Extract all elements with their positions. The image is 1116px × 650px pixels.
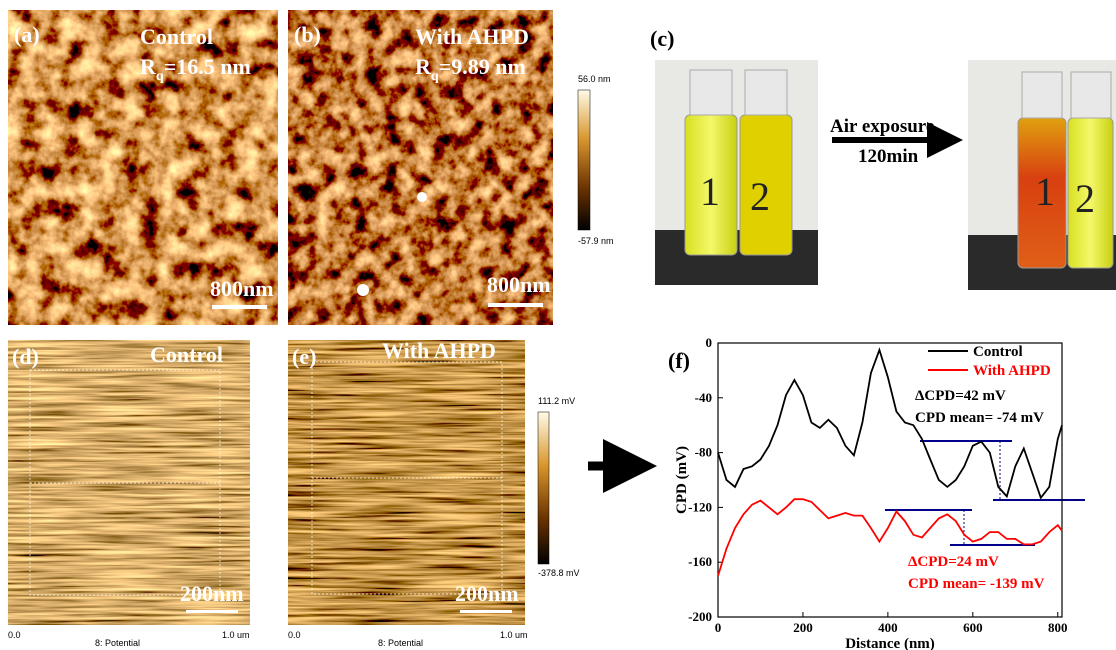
panel-label: (d) bbox=[12, 344, 39, 369]
panel-a: (a) Control Rq=16.5 nm 800nm bbox=[8, 10, 278, 325]
roughness-symbol: R bbox=[415, 54, 432, 79]
roughness-value: =9.89 nm bbox=[439, 54, 526, 79]
panel-label: (a) bbox=[14, 22, 40, 47]
y-tick-label: -40 bbox=[695, 390, 712, 405]
panel-title: Control bbox=[140, 24, 213, 49]
data-line bbox=[717, 347, 1063, 500]
scale-bar bbox=[460, 610, 512, 613]
footer: 1.0 um bbox=[222, 630, 250, 640]
plot-frame bbox=[717, 342, 1063, 618]
panel-label: (f) bbox=[668, 348, 690, 373]
colorbar-max: 111.2 mV bbox=[538, 396, 575, 406]
footer: 8: Potential bbox=[378, 638, 423, 648]
x-axis-label: Distance (nm) bbox=[845, 636, 935, 650]
scale-bar bbox=[186, 610, 238, 613]
annotation: CPD mean= -139 mV bbox=[908, 576, 1045, 592]
footer: 1.0 um bbox=[500, 630, 528, 640]
y-tick-label: -200 bbox=[688, 609, 712, 624]
roughness: Rq=9.89 nm bbox=[415, 54, 526, 84]
x-tick-label: 200 bbox=[793, 620, 813, 635]
roughness-value: =16.5 nm bbox=[164, 54, 251, 79]
panel-label: (e) bbox=[292, 344, 316, 369]
panel-b: (b) With AHPD Rq=9.89 nm 800nm bbox=[288, 10, 553, 325]
colorbar-min: -378.8 mV bbox=[538, 568, 580, 578]
kpfm-image bbox=[288, 340, 525, 625]
data-line bbox=[717, 498, 1063, 577]
panel-title: Control bbox=[150, 342, 223, 367]
scale-bar bbox=[488, 303, 543, 307]
y-tick-label: -80 bbox=[695, 445, 712, 460]
roughness-subscript: q bbox=[431, 69, 439, 84]
roughness: Rq=16.5 nm bbox=[140, 54, 251, 84]
y-tick-label: 0 bbox=[706, 335, 713, 350]
colorbar-max: 56.0 nm bbox=[578, 74, 611, 84]
kpfm-image bbox=[8, 340, 250, 625]
svg-text:1: 1 bbox=[700, 169, 720, 214]
chart: (f) Distance (nm) CPD (mV) -200 -160 -120 -… bbox=[668, 335, 1085, 650]
footer: 0.0 bbox=[8, 630, 21, 640]
scale-bar-label: 200nm bbox=[455, 581, 519, 606]
afm-image bbox=[288, 10, 553, 325]
panel-title: With AHPD bbox=[382, 338, 496, 363]
footer: 8: Potential bbox=[95, 638, 140, 648]
panel-label: (c) bbox=[650, 26, 674, 51]
svg-text:1: 1 bbox=[1035, 169, 1055, 214]
x-tick-label: 400 bbox=[878, 620, 898, 635]
potential-colorbar: 111.2 mV -378.8 mV bbox=[537, 396, 580, 578]
roughness-symbol: R bbox=[140, 54, 157, 79]
svg-text:2: 2 bbox=[750, 174, 770, 219]
y-axis-label: CPD (mV) bbox=[674, 446, 690, 514]
legend-label: With AHPD bbox=[973, 363, 1051, 379]
panel-title: With AHPD bbox=[415, 24, 529, 49]
scale-bar-label: 800nm bbox=[210, 276, 274, 301]
panel-label: (b) bbox=[294, 22, 321, 47]
height-colorbar: 56.0 nm -57.9 nm bbox=[577, 74, 614, 246]
x-tick-label: 800 bbox=[1048, 620, 1068, 635]
scale-bar-label: 800nm bbox=[487, 272, 551, 297]
y-tick-label: -120 bbox=[688, 499, 712, 514]
panel-e: (e) With AHPD 200nm 0.0 8: Potential 1.0… bbox=[288, 338, 528, 648]
x-tick-label: 600 bbox=[963, 620, 983, 635]
footer: 0.0 bbox=[288, 630, 301, 640]
roughness-subscript: q bbox=[156, 69, 164, 84]
colorbar-min: -57.9 nm bbox=[578, 236, 614, 246]
annotation: ΔCPD=24 mV bbox=[908, 554, 999, 570]
annotation: ΔCPD=42 mV bbox=[915, 388, 1006, 404]
annotation: CPD mean= -74 mV bbox=[915, 410, 1044, 426]
svg-text:2: 2 bbox=[1075, 176, 1095, 221]
legend-label: Control bbox=[973, 344, 1023, 360]
y-tick-label: -160 bbox=[688, 554, 712, 569]
panel-d: (d) Control 200nm 0.0 8: Potential 1.0 u… bbox=[8, 340, 250, 648]
scale-bar-label: 200nm bbox=[180, 581, 244, 606]
x-tick-label: 0 bbox=[715, 620, 722, 635]
scale-bar bbox=[212, 305, 267, 309]
arrow-text: Air exposure bbox=[830, 116, 934, 137]
afm-image bbox=[8, 10, 278, 325]
arrow-text: 120min bbox=[858, 146, 919, 167]
